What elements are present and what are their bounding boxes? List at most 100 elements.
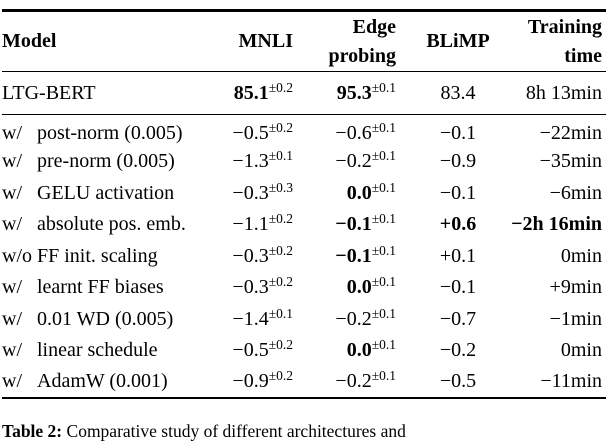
training-time-value: −35min — [539, 150, 602, 173]
results-table: Model MNLI Edge probing BLiMP Training t… — [2, 9, 606, 399]
blimp-value-cell: −0.2 — [400, 335, 496, 367]
model-name: AdamW (0.001) — [37, 370, 168, 393]
table-row: w/linear schedule −0.5±0.2 0.0±0.1 −0.2 0min — [2, 335, 606, 367]
edge-probing-value-cell: −0.2±0.1 — [297, 367, 400, 399]
edge-probing-value: −0.2 — [335, 370, 372, 393]
col-header-blimp: BLiMP — [426, 30, 490, 52]
mnli-value: −1.3 — [232, 150, 269, 173]
blimp-value: −0.1 — [439, 276, 477, 299]
table-row: w/learnt FF biases −0.3±0.2 0.0±0.1 −0.1 +9m… — [2, 272, 606, 304]
model-name: absolute pos. emb. — [37, 213, 186, 236]
table-row: w/o FF init. scaling −0.3±0.2 −0.1±0.1 +0.1 0… — [2, 241, 606, 273]
model-cell: LTG-BERT — [2, 72, 202, 115]
edge-probing-value: −0.2 — [335, 150, 372, 173]
edge-probing-value-std: ±0.1 — [371, 274, 396, 290]
blimp-value: −0.1 — [439, 121, 477, 144]
mnli-value-std: ±0.1 — [268, 305, 293, 321]
edge-probing-value: −0.1 — [335, 213, 372, 236]
col-header-edge-probing: Edge probing — [297, 11, 400, 72]
training-time-value: +9min — [549, 276, 602, 299]
mnli-value-cell: −0.3±0.2 — [202, 241, 297, 273]
blimp-value: −0.7 — [439, 307, 477, 330]
edge-probing-value: 0.0 — [346, 181, 372, 204]
blimp-value-cell: −0.5 — [400, 367, 496, 399]
mnli-value-cell: −0.9±0.2 — [202, 367, 297, 399]
edge-probing-value-std: ±0.1 — [371, 119, 396, 135]
training-header-line1: Training — [527, 15, 602, 38]
edge-header-line2: probing — [328, 44, 396, 67]
edge-probing-value-cell: −0.2±0.1 — [297, 304, 400, 336]
training-time-value-cell: −2h 16min — [496, 209, 606, 241]
mnli-value-cell: −0.5±0.2 — [202, 335, 297, 367]
mnli-value-cell: −0.3±0.3 — [202, 178, 297, 210]
training-time-value-cell: −6min — [496, 178, 606, 210]
training-time-value-cell: 0min — [496, 241, 606, 273]
model-name: pre-norm (0.005) — [37, 150, 175, 173]
caption-text: Comparative study of different architect… — [66, 421, 406, 441]
model-prefix: w/ — [2, 370, 22, 393]
table-row: w/AdamW (0.001) −0.9±0.2 −0.2±0.1 −0.5 −11mi… — [2, 367, 606, 399]
model-cell: w/o FF init. scaling — [2, 241, 202, 273]
edge-probing-value-cell: 0.0±0.1 — [297, 272, 400, 304]
training-time-value: −22min — [539, 121, 602, 144]
model-name: post-norm (0.005) — [37, 121, 183, 144]
mnli-value: −0.3 — [232, 244, 269, 267]
model-prefix: w/ — [2, 213, 22, 236]
edge-probing-value-cell: −0.1±0.1 — [297, 209, 400, 241]
mnli-value-std: ±0.3 — [268, 179, 293, 195]
training-time-value: 0min — [560, 339, 602, 362]
mnli-value-cell: −0.5±0.2 — [202, 115, 297, 147]
base-model-row: LTG-BERT 85.1±0.2 95.3±0.1 83.4 8h 13min — [2, 72, 606, 115]
blimp-value: +0.6 — [439, 213, 477, 236]
training-header-line2: time — [564, 44, 602, 67]
table-row: w/GELU activation −0.3±0.3 0.0±0.1 −0.1 −6mi… — [2, 178, 606, 210]
blimp-value: −0.9 — [439, 150, 477, 173]
blimp-value-cell: −0.1 — [400, 272, 496, 304]
mnli-value: −0.9 — [232, 370, 269, 393]
edge-probing-value-cell: −0.2±0.1 — [297, 146, 400, 178]
training-time-value: −1min — [549, 307, 602, 330]
edge-probing-value-std: ±0.1 — [371, 79, 396, 95]
model-cell: w/0.01 WD (0.005) — [2, 304, 202, 336]
mnli-value-cell: −1.3±0.1 — [202, 146, 297, 178]
mnli-value: 85.1 — [233, 81, 269, 104]
blimp-value: +0.1 — [439, 244, 477, 267]
blimp-value: 83.4 — [440, 81, 476, 104]
mnli-value: −1.1 — [232, 213, 269, 236]
model-cell: w/post-norm (0.005) — [2, 115, 202, 147]
edge-probing-value-std: ±0.1 — [371, 305, 396, 321]
blimp-value-cell: +0.6 — [400, 209, 496, 241]
table-row: w/absolute pos. emb. −1.1±0.2 −0.1±0.1 +0.6… — [2, 209, 606, 241]
training-time-value-cell: +9min — [496, 272, 606, 304]
model-name: LTG-BERT — [2, 81, 96, 104]
training-time-value-cell: −11min — [496, 367, 606, 399]
edge-probing-value: −0.6 — [335, 121, 372, 144]
mnli-value: −0.3 — [232, 276, 269, 299]
mnli-value-std: ±0.2 — [268, 274, 293, 290]
model-cell: w/AdamW (0.001) — [2, 367, 202, 399]
edge-probing-value-std: ±0.1 — [371, 148, 396, 164]
mnli-value-std: ±0.2 — [268, 119, 293, 135]
blimp-value: −0.2 — [439, 339, 477, 362]
edge-probing-value-cell: 0.0±0.1 — [297, 178, 400, 210]
model-prefix: w/ — [2, 307, 22, 330]
training-time-value: −6min — [549, 181, 602, 204]
model-cell: w/learnt FF biases — [2, 272, 202, 304]
edge-probing-value: 95.3 — [336, 81, 372, 104]
blimp-value-cell: −0.9 — [400, 146, 496, 178]
training-time-value-cell: −1min — [496, 304, 606, 336]
table-header: Model MNLI Edge probing BLiMP Training t… — [2, 11, 606, 72]
edge-probing-value-std: ±0.1 — [371, 337, 396, 353]
training-time-value-cell: 0min — [496, 335, 606, 367]
edge-probing-value-cell: −0.6±0.1 — [297, 115, 400, 147]
model-name: FF init. scaling — [37, 244, 158, 267]
mnli-value-std: ±0.2 — [268, 211, 293, 227]
training-time-value-cell: −22min — [496, 115, 606, 147]
table-row: w/0.01 WD (0.005) −1.4±0.1 −0.2±0.1 −0.7 −1m… — [2, 304, 606, 336]
model-name: GELU activation — [37, 181, 175, 204]
edge-probing-value-std: ±0.1 — [371, 179, 396, 195]
table-row: w/pre-norm (0.005) −1.3±0.1 −0.2±0.1 −0.9 −3… — [2, 146, 606, 178]
training-time-value: −11min — [540, 370, 602, 393]
blimp-value: −0.1 — [439, 181, 477, 204]
model-name: linear schedule — [37, 339, 158, 362]
